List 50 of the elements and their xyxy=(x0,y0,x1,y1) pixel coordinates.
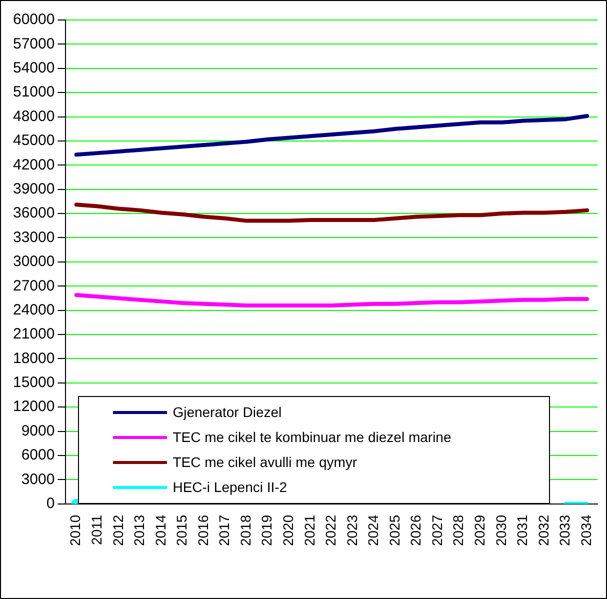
x-tick-label: 2032 xyxy=(535,514,552,546)
x-tick-label: 2028 xyxy=(450,514,466,546)
legend-label: Gjenerator Diezel xyxy=(172,404,282,420)
x-tick-label: 2023 xyxy=(344,514,360,546)
y-tick-label: 42000 xyxy=(12,156,55,174)
y-tick-label: 60000 xyxy=(12,11,55,28)
x-tick-label: 2022 xyxy=(322,514,339,546)
y-tick-label: 57000 xyxy=(12,35,55,52)
x-tick-label: 2014 xyxy=(152,514,168,546)
y-tick-label: 0 xyxy=(46,494,55,512)
y-tick-label: 27000 xyxy=(12,277,55,294)
y-tick-label: 51000 xyxy=(12,84,55,101)
x-tick-label: 2015 xyxy=(174,514,190,546)
y-tick-label: 24000 xyxy=(12,301,55,318)
legend-label: HEC-i Lepenci II-2 xyxy=(172,479,288,496)
x-tick-label: 2019 xyxy=(258,514,275,546)
x-tick-label: 2030 xyxy=(492,514,509,546)
x-tick-label: 2011 xyxy=(88,514,104,545)
y-tick-label: 45000 xyxy=(12,132,55,150)
y-tick-label: 15000 xyxy=(12,374,55,392)
y-tick-label: 30000 xyxy=(12,253,55,270)
x-tick-label: 2034 xyxy=(578,514,594,546)
x-tick-label: 2020 xyxy=(280,514,296,546)
y-tick-label: 36000 xyxy=(12,204,55,222)
y-tick-label: 12000 xyxy=(12,398,55,416)
x-tick-label: 2017 xyxy=(216,514,232,546)
legend-label: TEC me cikel avulli me qymyr xyxy=(172,454,358,470)
y-tick-label: 21000 xyxy=(12,326,55,343)
y-tick-label: 54000 xyxy=(12,60,55,77)
x-tick-label: 2029 xyxy=(472,514,488,546)
y-tick-label: 33000 xyxy=(12,228,55,246)
x-tick-label: 2027 xyxy=(428,514,445,546)
x-tick-label: 2033 xyxy=(556,514,573,546)
x-tick-label: 2010 xyxy=(67,514,84,546)
x-tick-label: 2031 xyxy=(514,514,530,546)
x-tick-label: 2024 xyxy=(365,514,382,546)
x-tick-label: 2018 xyxy=(237,514,254,546)
x-tick-label: 2026 xyxy=(408,514,424,546)
y-tick-label: 3000 xyxy=(21,470,55,488)
y-tick-label: 18000 xyxy=(12,350,55,367)
x-tick-label: 2016 xyxy=(194,514,211,546)
y-tick-label: 39000 xyxy=(12,180,55,198)
legend-label: TEC me cikel te kombinuar me diezel marine xyxy=(172,429,452,446)
y-tick-label: 6000 xyxy=(21,446,55,464)
x-tick-label: 2025 xyxy=(386,514,402,546)
x-tick-label: 2013 xyxy=(131,514,148,546)
x-tick-label: 2012 xyxy=(110,514,126,546)
y-tick-label: 9000 xyxy=(21,422,55,440)
x-tick-label: 2021 xyxy=(301,514,318,546)
y-tick-label: 48000 xyxy=(12,108,55,125)
